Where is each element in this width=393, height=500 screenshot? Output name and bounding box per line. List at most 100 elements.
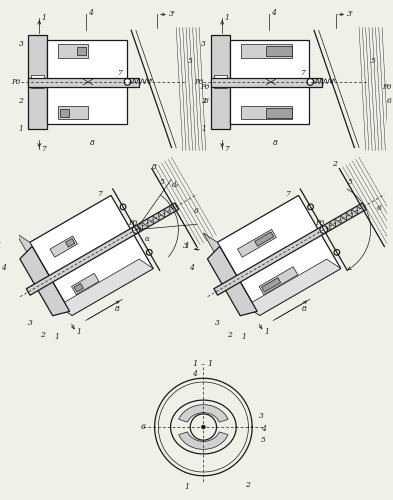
- Text: 7: 7: [97, 190, 102, 198]
- Circle shape: [334, 250, 340, 255]
- Text: 7: 7: [42, 146, 46, 154]
- Text: 6: 6: [387, 96, 391, 104]
- Text: 2: 2: [332, 160, 337, 168]
- Bar: [211, 35, 230, 129]
- Polygon shape: [203, 233, 259, 316]
- Text: 2: 2: [245, 481, 250, 489]
- Bar: [60, 109, 69, 116]
- Polygon shape: [259, 266, 298, 294]
- Bar: [28, 78, 139, 86]
- Text: 6: 6: [193, 208, 198, 216]
- Text: 8: 8: [90, 139, 95, 147]
- Text: 1: 1: [0, 242, 2, 250]
- Bar: [77, 47, 86, 54]
- Text: 2: 2: [201, 96, 206, 104]
- Text: 6: 6: [377, 204, 382, 212]
- Bar: [266, 108, 292, 118]
- Circle shape: [308, 204, 313, 210]
- Text: 2: 2: [18, 96, 23, 104]
- Text: 7: 7: [224, 146, 229, 154]
- Text: 8: 8: [152, 163, 157, 171]
- Text: 1: 1: [54, 334, 59, 342]
- Text: 1: 1: [42, 14, 46, 22]
- Bar: [58, 44, 88, 58]
- Text: 2: 2: [40, 331, 44, 339]
- Polygon shape: [246, 259, 341, 316]
- Polygon shape: [237, 230, 276, 257]
- Polygon shape: [255, 232, 274, 246]
- Text: 5: 5: [371, 58, 376, 66]
- Text: 6: 6: [204, 96, 209, 104]
- Text: d₂: d₂: [172, 181, 179, 189]
- Text: 4: 4: [271, 10, 276, 18]
- Text: Pд: Pд: [315, 219, 325, 227]
- Text: 2: 2: [227, 331, 232, 339]
- Polygon shape: [214, 203, 366, 295]
- Text: 8: 8: [114, 305, 119, 313]
- Polygon shape: [16, 233, 72, 316]
- Circle shape: [120, 204, 126, 210]
- Text: 4: 4: [88, 10, 93, 18]
- Text: 1: 1: [201, 125, 206, 133]
- Text: 3': 3': [169, 10, 176, 18]
- Text: α: α: [145, 236, 150, 244]
- Polygon shape: [66, 238, 75, 247]
- Text: Pд: Pд: [194, 78, 204, 86]
- Text: 3': 3': [347, 10, 354, 18]
- Circle shape: [202, 425, 205, 429]
- Text: 3: 3: [201, 40, 206, 48]
- Text: 8: 8: [273, 139, 278, 147]
- Text: 1: 1: [184, 483, 189, 491]
- Circle shape: [147, 250, 152, 255]
- Text: 5: 5: [160, 178, 165, 186]
- Text: 1 – 1: 1 – 1: [193, 360, 213, 368]
- Polygon shape: [262, 278, 281, 292]
- Text: 3: 3: [182, 242, 187, 250]
- Text: Pд: Pд: [200, 82, 209, 90]
- Bar: [230, 40, 309, 124]
- Circle shape: [320, 226, 327, 234]
- Text: 7: 7: [285, 190, 290, 198]
- Text: 4: 4: [261, 425, 266, 433]
- Text: 1: 1: [224, 14, 229, 22]
- Text: 3: 3: [18, 40, 23, 48]
- Text: 1: 1: [264, 328, 269, 336]
- Polygon shape: [72, 274, 99, 294]
- Circle shape: [307, 78, 314, 85]
- Text: 1: 1: [18, 125, 23, 133]
- Bar: [211, 78, 321, 86]
- Text: 5: 5: [261, 436, 266, 444]
- Text: 5: 5: [348, 178, 353, 186]
- Polygon shape: [217, 196, 341, 316]
- Circle shape: [132, 226, 140, 234]
- Text: Pд: Pд: [11, 78, 20, 86]
- Text: 1: 1: [77, 328, 82, 336]
- Text: 1: 1: [184, 242, 189, 250]
- Polygon shape: [26, 203, 179, 295]
- Text: 8: 8: [302, 305, 307, 313]
- Polygon shape: [179, 404, 228, 422]
- Bar: [266, 46, 292, 56]
- Bar: [28, 35, 47, 129]
- Bar: [241, 106, 292, 120]
- Text: 3: 3: [259, 412, 264, 420]
- Bar: [47, 40, 127, 124]
- Polygon shape: [50, 236, 77, 257]
- Circle shape: [124, 78, 131, 85]
- Text: 7: 7: [300, 68, 305, 76]
- Bar: [241, 44, 292, 58]
- Polygon shape: [208, 246, 257, 316]
- Bar: [31, 76, 44, 88]
- Polygon shape: [58, 259, 153, 316]
- Bar: [214, 76, 227, 88]
- Text: 4: 4: [189, 264, 194, 272]
- Text: 3: 3: [215, 320, 220, 328]
- Text: 6: 6: [141, 423, 146, 431]
- Text: 4: 4: [191, 370, 196, 378]
- Text: 3: 3: [28, 320, 33, 328]
- Polygon shape: [20, 246, 70, 316]
- Polygon shape: [179, 432, 228, 450]
- Text: 1: 1: [242, 334, 246, 342]
- Text: Pд: Pд: [128, 219, 137, 227]
- Text: Pд: Pд: [382, 82, 392, 90]
